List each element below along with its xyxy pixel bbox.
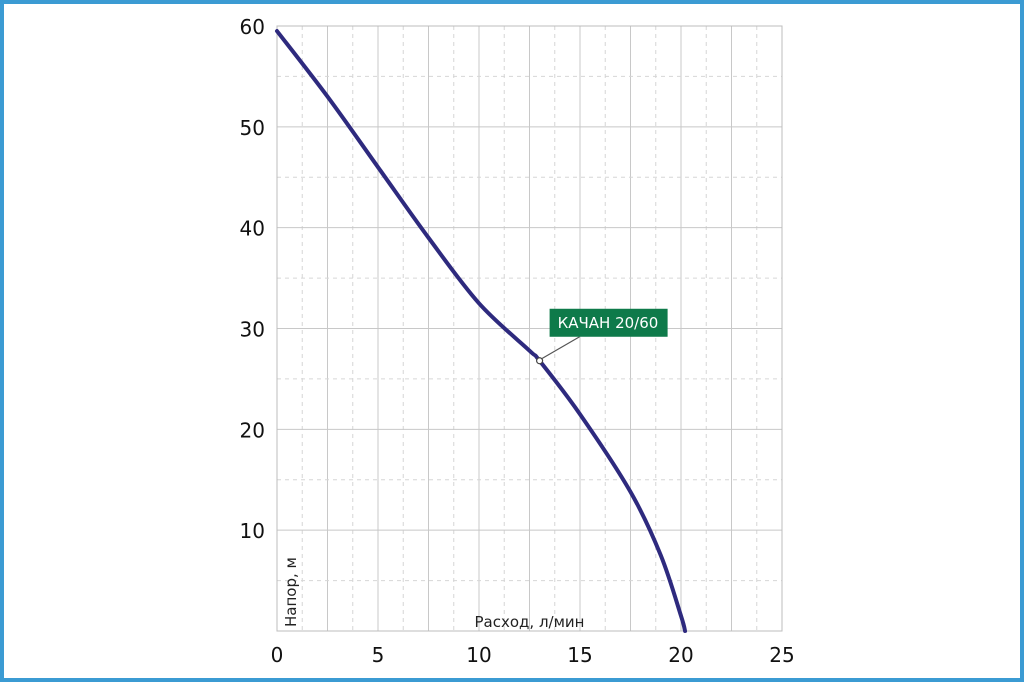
y-tick-label: 50 [240,116,265,140]
y-tick-label: 60 [240,15,265,39]
annotation-leader [541,336,580,360]
annotation-box [549,308,668,337]
x-tick-label: 15 [567,643,592,667]
y-axis-label: Напор, м [282,557,300,627]
x-tick-label: 5 [372,643,385,667]
x-axis-label: Расход, л/мин [475,613,585,631]
annotation-marker [535,357,544,365]
x-tick-label: 0 [271,643,284,667]
y-tick-label: 40 [240,217,265,241]
series-line [275,29,688,633]
y-tick-label: 10 [240,519,265,543]
x-tick-label: 20 [668,643,693,667]
pump-curve-chart: 0 5 10 15 20 25 10 20 30 40 50 60 КАЧАН 20/60 Расхо… [240,15,795,667]
plot-border [276,25,783,632]
grid [276,25,783,632]
x-tick-label: 25 [769,643,794,667]
tick-labels: 0 5 10 15 20 25 10 20 30 40 50 60 [240,15,795,667]
annotation-label: КАЧАН 20/60 [558,314,659,332]
y-tick-label: 20 [240,418,265,442]
x-tick-label: 10 [466,643,491,667]
y-tick-label: 30 [240,318,265,342]
